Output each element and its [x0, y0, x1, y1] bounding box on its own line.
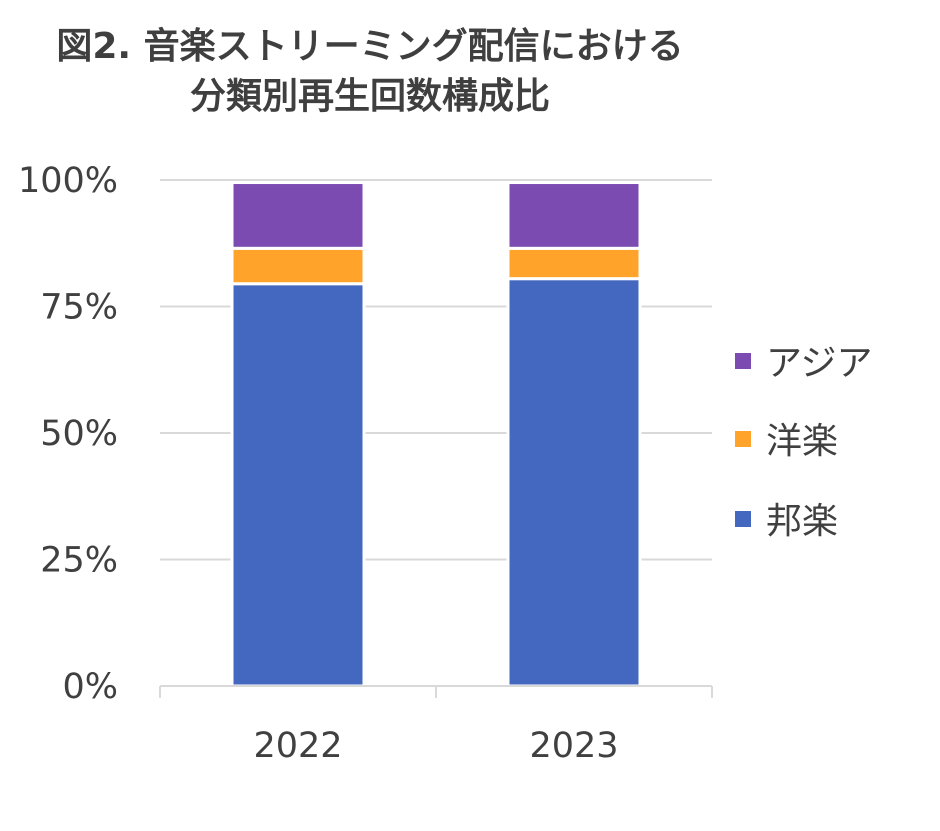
bar-segment — [506, 277, 642, 688]
bar-segment — [506, 181, 642, 250]
bars — [230, 181, 642, 688]
legend-label: 洋楽 — [766, 421, 838, 462]
chart-title-line-1: 図2. 音楽ストリーミング配信における — [56, 26, 684, 67]
chart-title-line-2: 分類別再生回数構成比 — [189, 76, 550, 117]
y-tick-label: 75% — [40, 288, 118, 328]
legend-label: 邦楽 — [766, 501, 838, 542]
x-tick-label: 2022 — [253, 726, 342, 766]
y-tick-label: 50% — [40, 414, 118, 454]
bar-segment — [230, 246, 366, 286]
y-tick-label: 0% — [62, 667, 118, 707]
x-tick-label: 2023 — [529, 726, 618, 766]
legend-swatch — [735, 431, 751, 447]
bar-segment — [506, 246, 642, 281]
axes: 0% 25% 50% 75% 100% 2022 2023 — [18, 161, 713, 766]
bar-segment — [230, 181, 366, 250]
y-tick-label: 100% — [18, 161, 118, 201]
legend-swatch — [735, 511, 751, 527]
y-tick-label: 25% — [40, 541, 118, 581]
bar-segment — [230, 282, 366, 688]
chart-title: 図2. 音楽ストリーミング配信における 分類別再生回数構成比 — [0, 22, 740, 122]
legend-swatch — [735, 353, 751, 369]
legend-label: アジア — [766, 343, 873, 384]
